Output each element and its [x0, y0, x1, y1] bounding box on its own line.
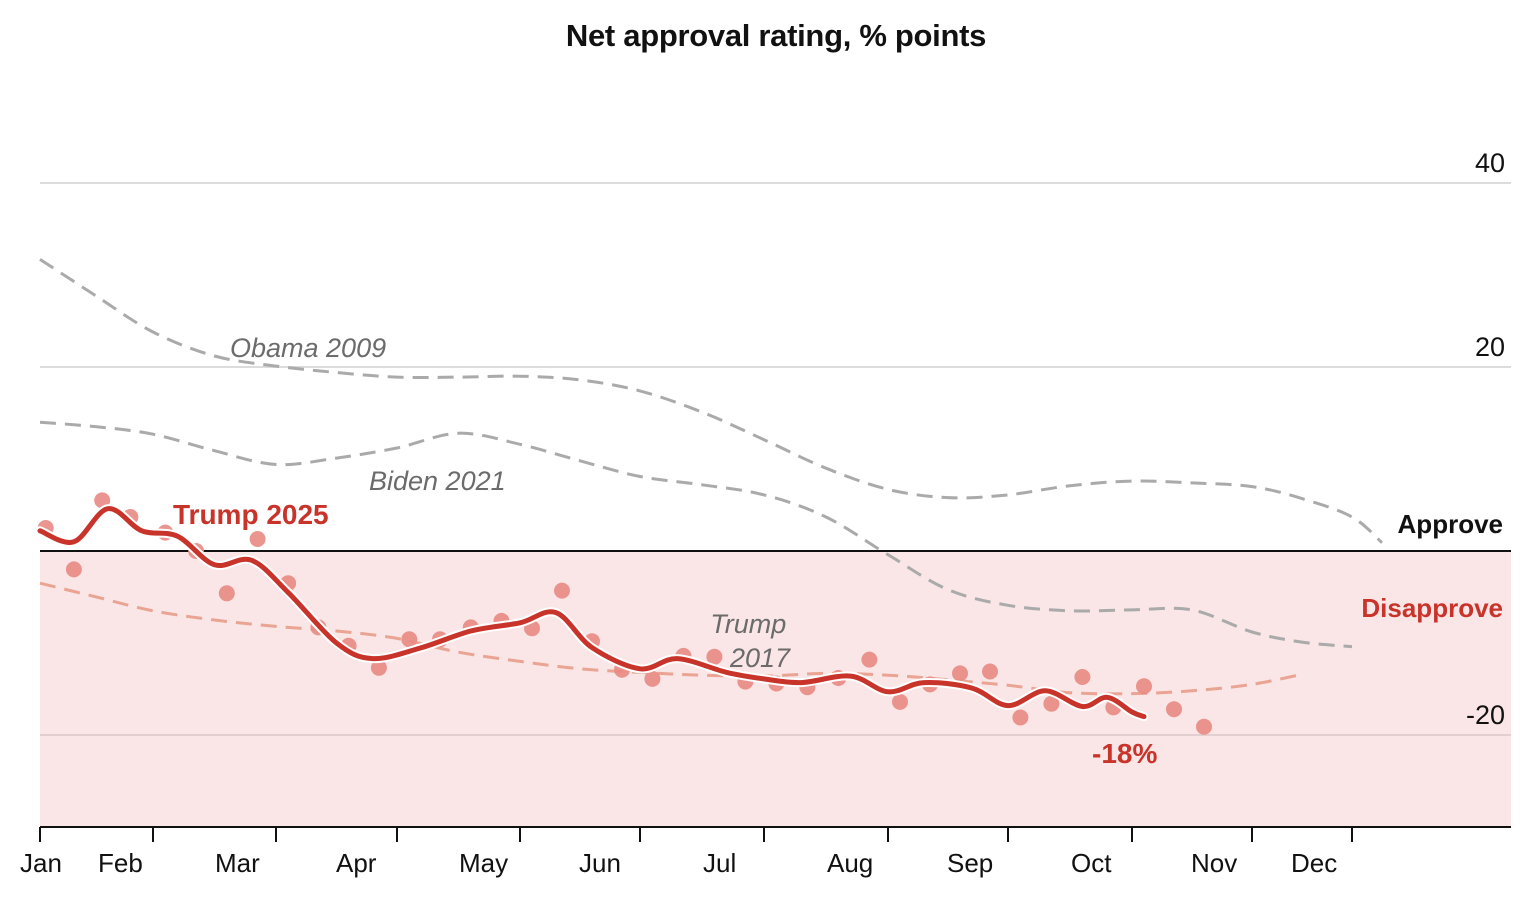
poll-dot-28 — [892, 693, 908, 710]
highlight-layer — [35, 504, 1149, 722]
series-line-obama-2009 — [39, 258, 1384, 544]
poll-dot-22 — [706, 648, 723, 665]
chart-title: Net approval rating, % points — [565, 18, 987, 53]
x-tick-label-apr: Apr — [336, 848, 377, 878]
x-tick-label-aug: Aug — [827, 848, 873, 878]
series-layer — [39, 258, 1384, 696]
approve-label: Approve — [1398, 509, 1503, 539]
disapprove-label: Disapprove — [1361, 593, 1503, 623]
y-tick-label-20: 20 — [1475, 332, 1505, 362]
poll-dot-30 — [952, 665, 968, 682]
x-axis: Jan Feb Mar Apr May Jun Jul Aug Sep Oct Nov Dec — [20, 827, 1353, 878]
x-tick-label-oct: Oct — [1071, 848, 1112, 878]
x-tick-label-may: May — [459, 848, 508, 878]
series-label-trump-2025: Trump 2025 — [173, 499, 329, 530]
poll-dot-20 — [644, 670, 661, 687]
poll-dot-32 — [1012, 709, 1029, 726]
poll-dot-11 — [370, 659, 387, 676]
poll-dot-1 — [65, 561, 82, 578]
series-label-trump-2017: Trump 2017 — [710, 609, 794, 673]
poll-dot-6 — [218, 585, 235, 602]
poll-dot-27 — [861, 651, 878, 668]
poll-dot-34 — [1074, 669, 1091, 685]
poll-dot-31 — [982, 663, 998, 680]
series-line-biden-2021 — [39, 420, 1353, 649]
poll-dot-2 — [94, 492, 111, 509]
poll-dot-38 — [1196, 718, 1212, 735]
x-tick-label-mar: Mar — [215, 848, 260, 878]
series-line-trump-2017 — [39, 581, 1303, 696]
x-tick-label-dec: Dec — [1291, 848, 1337, 878]
series-label-trump-2017-name: Trump — [710, 609, 786, 639]
x-tick-label-jan: Jan — [20, 848, 62, 878]
series-label-trump-2017-year: 2017 — [729, 643, 791, 673]
final-value-label: -18% — [1092, 738, 1157, 769]
x-tick-label-nov: Nov — [1191, 848, 1237, 878]
poll-dot-12 — [401, 631, 418, 648]
y-tick-label-40: 40 — [1475, 148, 1505, 178]
x-tick-label-jul: Jul — [703, 848, 736, 878]
x-tick-label-jun: Jun — [579, 848, 621, 878]
poll-dot-7 — [249, 531, 266, 547]
x-tick-label-sep: Sep — [947, 848, 993, 878]
poll-dot-37 — [1166, 701, 1182, 718]
poll-dot-17 — [554, 582, 570, 599]
series-line-trump-2025 — [37, 506, 1147, 720]
poll-dot-36 — [1136, 678, 1152, 695]
y-tick-label-neg20: -20 — [1466, 700, 1505, 730]
poll-dot-33 — [1043, 695, 1060, 712]
series-label-biden-2021: Biden 2021 — [369, 466, 506, 496]
series-label-obama-2009: Obama 2009 — [230, 333, 386, 363]
dots-layer — [37, 492, 1212, 735]
x-tick-label-feb: Feb — [98, 848, 143, 878]
